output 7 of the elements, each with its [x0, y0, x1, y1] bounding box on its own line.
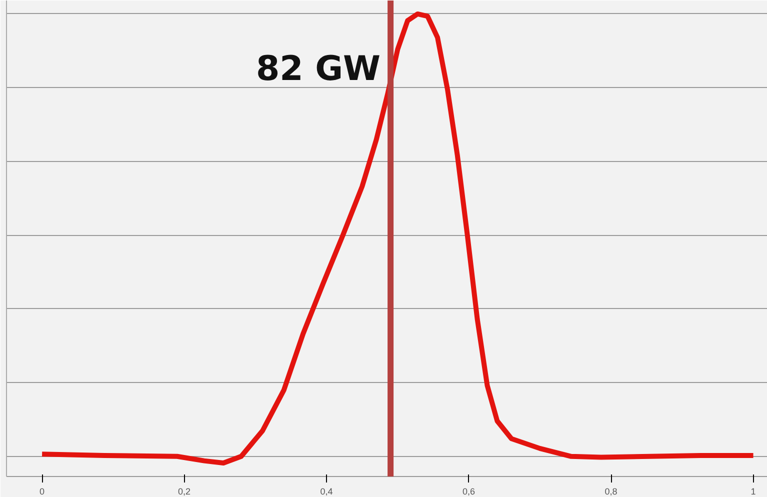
- x-tick-label: 0,4: [320, 486, 333, 496]
- x-tick-label: 1: [750, 486, 756, 496]
- x-tick-label: 0,6: [462, 486, 476, 496]
- ref-line-label: 82 GW: [256, 49, 381, 90]
- x-tick-label: 0: [40, 486, 45, 496]
- x-tick-label: 0,8: [604, 486, 618, 496]
- x-tick-label: 0,2: [178, 486, 191, 496]
